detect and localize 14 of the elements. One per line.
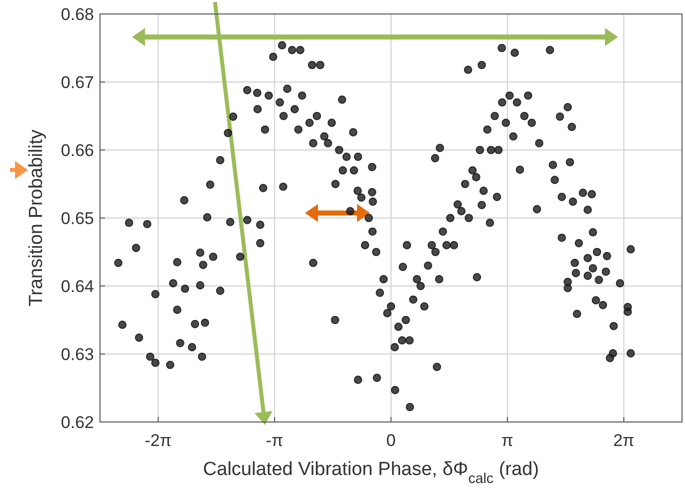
x-tick-label: -π <box>266 431 284 450</box>
x-tick-label: 0 <box>386 431 396 450</box>
x-tick-label: 2π <box>613 431 634 450</box>
y-tick-label: 0.65 <box>60 208 94 228</box>
y-tick-label: 0.63 <box>60 344 94 364</box>
y-tick-label: 0.67 <box>60 72 94 92</box>
y-axis-title: Transition Probability <box>26 129 47 306</box>
x-tick-label: π <box>502 431 514 450</box>
y-tick-label: 0.66 <box>60 140 94 160</box>
x-axis-title: Calculated Vibration Phase, δΦ$_{calc}$ (rad) <box>203 459 539 487</box>
y-tick-label: 0.62 <box>60 412 94 432</box>
y-tick-label: 0.64 <box>60 276 94 296</box>
y-tick-label: 0.68 <box>60 4 94 24</box>
x-tick-label: -2π <box>144 431 172 450</box>
